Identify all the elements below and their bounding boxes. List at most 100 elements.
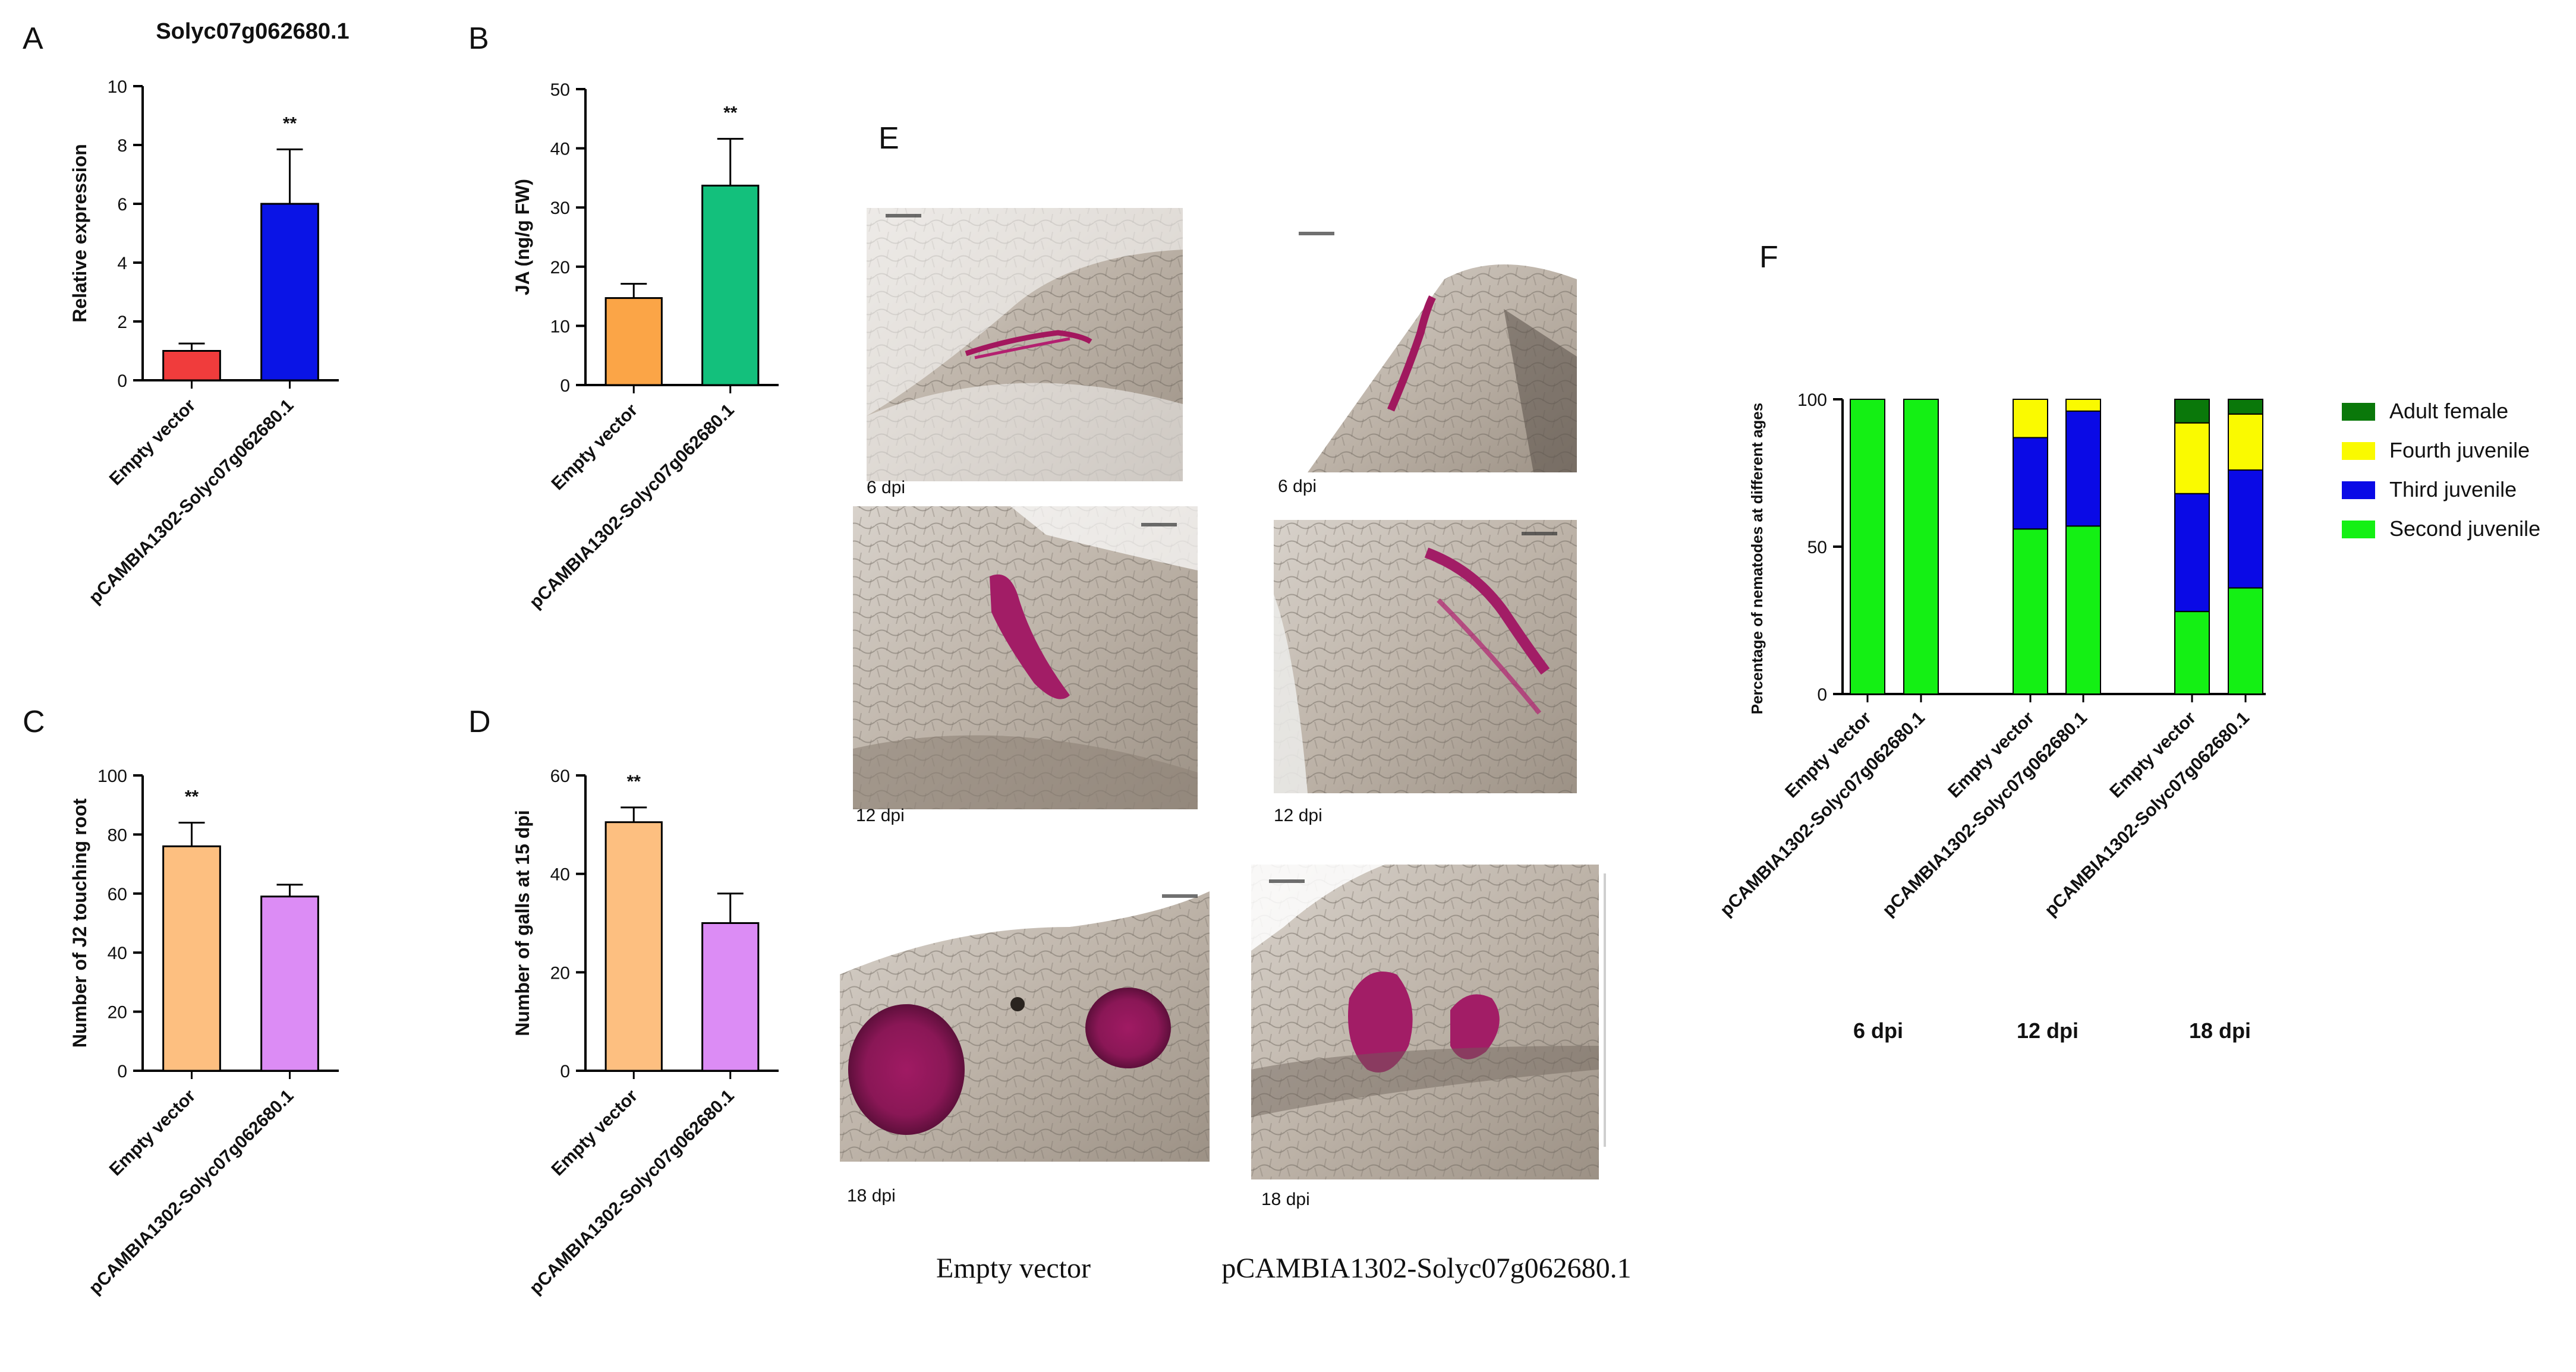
panel-letter-e: E — [878, 121, 899, 156]
legend-label: Second juvenile — [2389, 516, 2540, 541]
y-tick-label: 0 — [560, 1062, 570, 1081]
group-label: 6 dpi — [1853, 1018, 1903, 1043]
stacked-bar-segment — [1903, 399, 1939, 695]
chart-c: 0 20 40 60 80 100 Number of J2 touching root **… — [69, 767, 339, 1298]
y-axis-label: JA (ng/g FW) — [512, 179, 533, 295]
micrograph-column-caption-empty: Empty vector — [936, 1253, 1091, 1284]
y-tick-label: 0 — [1817, 685, 1827, 705]
y-tick-label: 8 — [117, 136, 127, 156]
x-tick-label: pCAMBIA1302-Solyc07g062680.1 — [85, 1086, 297, 1298]
legend-swatch — [2342, 481, 2375, 499]
panel-letter-a: A — [23, 21, 43, 56]
y-tick-label: 20 — [108, 1003, 127, 1023]
stacked-bar-segment — [2228, 469, 2263, 589]
legend-swatch — [2342, 403, 2375, 421]
y-tick-label: 2 — [117, 313, 127, 332]
micrograph-6dpi-empty-vector — [867, 208, 1183, 481]
stacked-bar-segment — [2065, 525, 2101, 695]
y-tick-label: 0 — [117, 1062, 127, 1081]
y-tick-label: 30 — [550, 198, 570, 218]
y-axis-label: Relative expression — [69, 144, 90, 323]
legend-swatch — [2342, 521, 2375, 538]
stacked-bar-segment — [2228, 587, 2263, 695]
stacked-bar-segment — [2174, 493, 2210, 613]
y-tick-label: 40 — [550, 140, 570, 159]
y-axis-label: Number of galls at 15 dpi — [512, 810, 533, 1036]
panel-letter-d: D — [468, 705, 491, 739]
micrograph-label: 6 dpi — [1278, 477, 1317, 496]
y-tick-label: 60 — [550, 767, 570, 786]
x-tick-label: pCAMBIA1302-Solyc07g062680.1 — [526, 400, 738, 613]
bar — [162, 845, 221, 1072]
micrograph-18dpi-empty-vector — [840, 887, 1210, 1162]
stacked-bar-segment — [2013, 399, 2048, 439]
chart-f: 0 50 100 Percentage of nematodes at differe… — [1717, 390, 2540, 1043]
micrograph-label: 18 dpi — [1261, 1190, 1310, 1209]
y-tick-label: 50 — [1807, 538, 1827, 557]
stacked-bar-segment — [2228, 413, 2263, 471]
chart-title: Solyc07g062680.1 — [156, 19, 349, 44]
group-label: 12 dpi — [2017, 1018, 2079, 1043]
legend-swatch — [2342, 442, 2375, 460]
y-tick-label: 20 — [550, 963, 570, 983]
y-tick-label: 20 — [550, 258, 570, 277]
y-tick-label: 10 — [108, 77, 127, 97]
panel-letter-f: F — [1759, 240, 1778, 275]
bar — [260, 895, 319, 1072]
y-tick-label: 60 — [108, 885, 127, 904]
stacked-bar-segment — [2065, 410, 2101, 527]
panel-letter-b: B — [468, 21, 489, 56]
micrograph-6dpi-overexpression — [1274, 214, 1577, 472]
y-tick-label: 10 — [550, 317, 570, 336]
x-tick-label: Empty vector — [547, 1086, 641, 1179]
bar — [701, 184, 760, 386]
significance-label: ** — [185, 787, 199, 807]
micrograph-label: 12 dpi — [1274, 806, 1322, 825]
legend: Adult female Fourth juvenile Third juvenil… — [2342, 399, 2540, 541]
y-tick-label: 40 — [108, 944, 127, 963]
x-tick-label: Empty vector — [547, 400, 641, 494]
micrograph-18dpi-overexpression — [1251, 865, 1606, 1179]
micrograph-12dpi-overexpression — [1274, 520, 1577, 793]
stacked-bar-segment — [2013, 528, 2048, 695]
micrograph-label: 18 dpi — [847, 1186, 896, 1206]
stacked-bar-segment — [2013, 437, 2048, 530]
micrograph-column-caption-overexpression: pCAMBIA1302-Solyc07g062680.1 — [1221, 1253, 1631, 1284]
group-label: 18 dpi — [2189, 1018, 2251, 1043]
bar — [604, 821, 663, 1072]
y-tick-label: 100 — [97, 767, 127, 786]
bar — [701, 922, 760, 1072]
x-tick-label: Empty vector — [106, 1086, 200, 1179]
legend-label: Third juvenile — [2389, 477, 2517, 502]
chart-a: 0 2 4 6 8 10 Solyc07g062680.1 Relative expressi… — [69, 19, 349, 608]
chart-d: 0 20 40 60 Number of galls at 15 dpi ** Empty … — [512, 767, 779, 1298]
significance-label: ** — [283, 113, 297, 133]
bar — [162, 350, 221, 381]
stacked-bar-segment — [2174, 611, 2210, 695]
y-tick-label: 40 — [550, 865, 570, 885]
x-tick-label: Empty vector — [106, 395, 200, 489]
y-tick-label: 4 — [117, 254, 127, 273]
y-axis-label: Number of J2 touching root — [69, 798, 90, 1048]
chart-b: 0 10 20 30 40 50 JA (ng/g FW) Empty vector ** pCA… — [512, 80, 779, 613]
panel-letter-c: C — [23, 705, 45, 739]
y-tick-label: 0 — [560, 376, 570, 396]
y-tick-label: 80 — [108, 825, 127, 845]
significance-label: ** — [627, 772, 641, 791]
y-tick-label: 50 — [550, 80, 570, 100]
legend-label: Fourth juvenile — [2389, 438, 2530, 462]
y-tick-label: 0 — [117, 371, 127, 391]
bar — [260, 203, 319, 381]
stacked-bar-segment — [2174, 422, 2210, 494]
significance-label: ** — [723, 103, 738, 123]
y-axis-label: Percentage of nematodes at different age… — [1748, 403, 1766, 714]
bar — [604, 297, 663, 386]
y-tick-label: 6 — [117, 195, 127, 215]
micrograph-12dpi-empty-vector — [853, 506, 1198, 809]
stacked-bar-segment — [2065, 399, 2101, 412]
stacked-bar-segment — [1850, 399, 1885, 695]
micrograph-label: 12 dpi — [856, 806, 905, 825]
stacked-bar-segment — [2174, 399, 2210, 424]
y-tick-label: 100 — [1797, 390, 1827, 410]
micrograph-label: 6 dpi — [867, 478, 905, 497]
